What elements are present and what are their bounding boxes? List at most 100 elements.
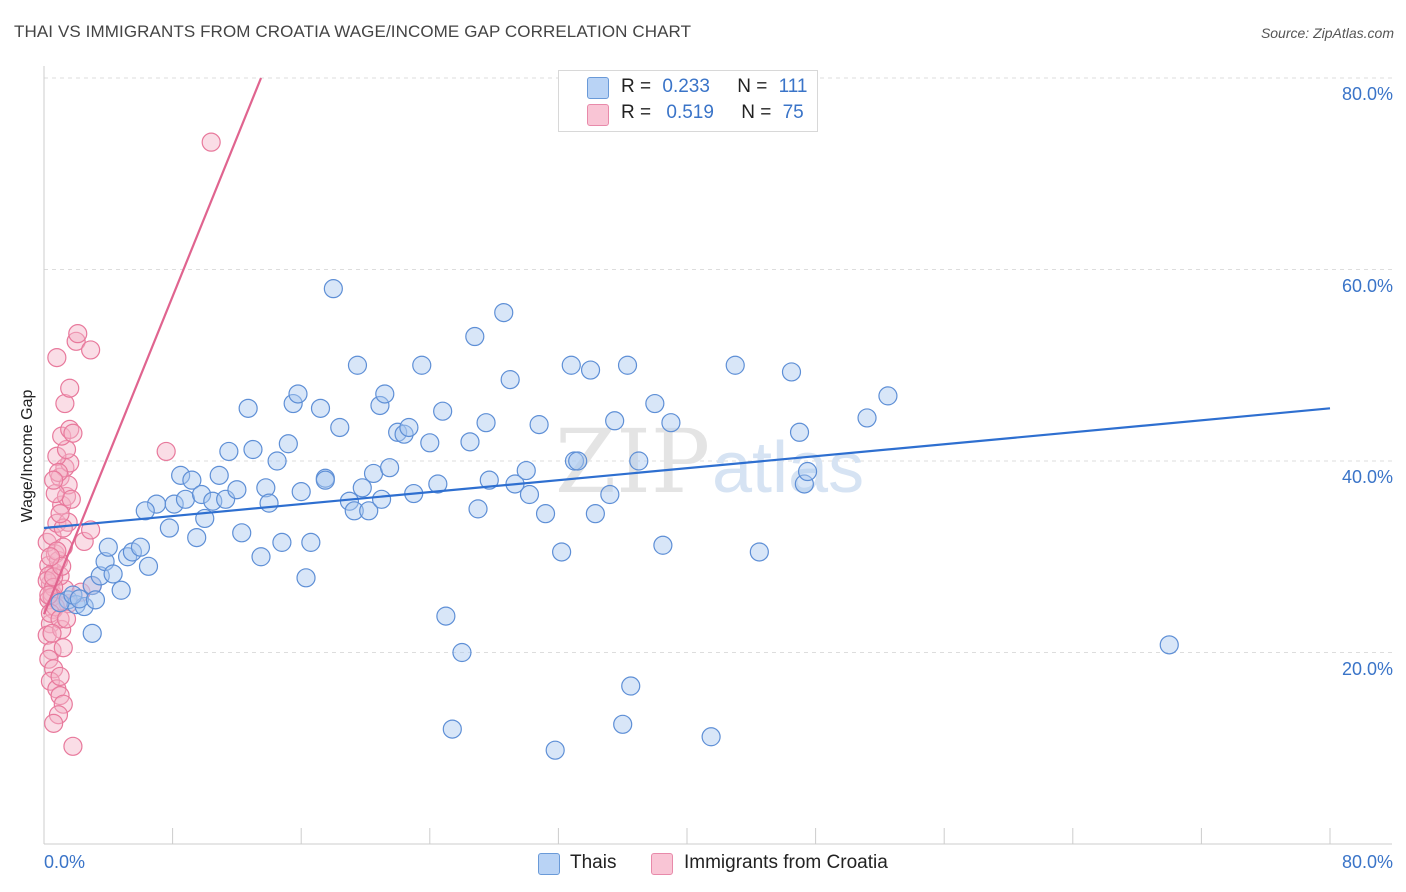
thais-point [545,740,565,760]
croatia-point [39,649,59,669]
thais-point [452,642,472,663]
thais-point [460,432,480,452]
y-tick-label: 20.0% [1341,658,1393,679]
thais-point [330,417,350,438]
thais-point [428,474,448,494]
n-value: 111 [778,76,808,97]
watermark: ZIP atlas [555,410,864,513]
croatia-legend-swatch [651,853,673,875]
chart-title: THAI VS IMMIGRANTS FROM CROATIA WAGE/INC… [14,22,692,41]
thais-point [363,463,384,484]
n-label: N = [737,76,768,97]
series-thais [50,279,1179,760]
thais-point [701,727,721,747]
thais-point [529,415,549,435]
thais-point [420,433,440,453]
thais-point [442,719,462,739]
thais-point [187,527,207,548]
thais-point [797,461,818,482]
thais-point [580,360,601,380]
r-value: 0.233 [662,76,710,97]
croatia-point [56,609,77,629]
correlation-legend: R = 0.233 N = 111 R = 0.519 N = 75 [558,70,818,132]
thais-point [171,465,191,485]
thais-point [519,484,540,505]
thais-point [600,484,620,505]
thais-point [301,532,321,552]
thais-point [85,590,106,610]
thais-point [433,401,453,421]
croatia-point [81,340,101,360]
thais-point [725,355,745,375]
thais-point [516,460,536,481]
legend-row-croatia: R = 0.519 N = 75 [621,102,804,126]
thais-point [585,504,605,524]
thais-point [347,355,368,375]
thais-point [138,556,159,576]
x-tick-label-min: 0.0% [44,852,86,872]
thais-point [568,451,588,471]
thais-point [857,408,877,428]
n-label: N = [741,102,772,123]
croatia-point [68,324,88,344]
watermark-zip: ZIP [555,410,710,513]
thais-point [375,384,395,404]
croatia-point [44,470,64,490]
thais-point [494,302,514,323]
legend-label-croatia: Immigrants from Croatia [684,852,888,873]
thais-point [175,489,196,509]
thais-point [130,537,151,557]
thais-point [272,532,292,552]
axes [43,66,1392,845]
thais-point [310,398,331,418]
thais-point [552,542,572,562]
gridlines [44,77,1392,653]
thais-point [645,393,665,414]
thais-point [878,386,898,406]
thais-point [238,398,258,418]
croatia-point [66,331,86,351]
croatia-point [47,347,67,368]
croatia-point [63,736,83,756]
thais-point [259,493,279,513]
thais-point [1159,635,1179,655]
thais-point [535,504,556,524]
thais-point [82,575,102,596]
thais-point [370,395,390,416]
thais-point [232,523,252,543]
thais-point [789,422,810,442]
thais-point [749,542,769,562]
croatia-point [74,531,94,552]
thais-point [251,547,271,567]
thais-point [476,413,496,433]
thais-point [781,362,802,382]
r-label: R = [621,102,652,123]
croatia-point [63,423,83,443]
thais-point [291,482,311,502]
thais-point [111,580,131,600]
thais-point [621,676,641,696]
thais-legend-swatch [538,853,560,875]
thais-point [182,470,202,490]
trend-line-thais [43,407,1331,530]
thais-point [359,501,379,521]
thais-point [605,411,625,431]
legend-label-thais: Thais [570,852,617,873]
thais-point [561,355,581,375]
x-tick-label-max: 80.0% [1341,852,1393,872]
thais-point [164,494,184,514]
thais-point [69,589,89,609]
croatia-point [47,446,67,466]
thais-point [629,451,649,471]
thais-point [278,434,298,454]
thais-point [412,355,432,375]
croatia-point [40,671,61,691]
croatia-swatch [587,104,609,126]
thais-point [283,393,303,414]
thais-point [371,489,392,509]
thais-point [103,564,123,584]
thais-point [191,484,212,505]
croatia-point [156,441,176,462]
thais-point [399,417,419,438]
